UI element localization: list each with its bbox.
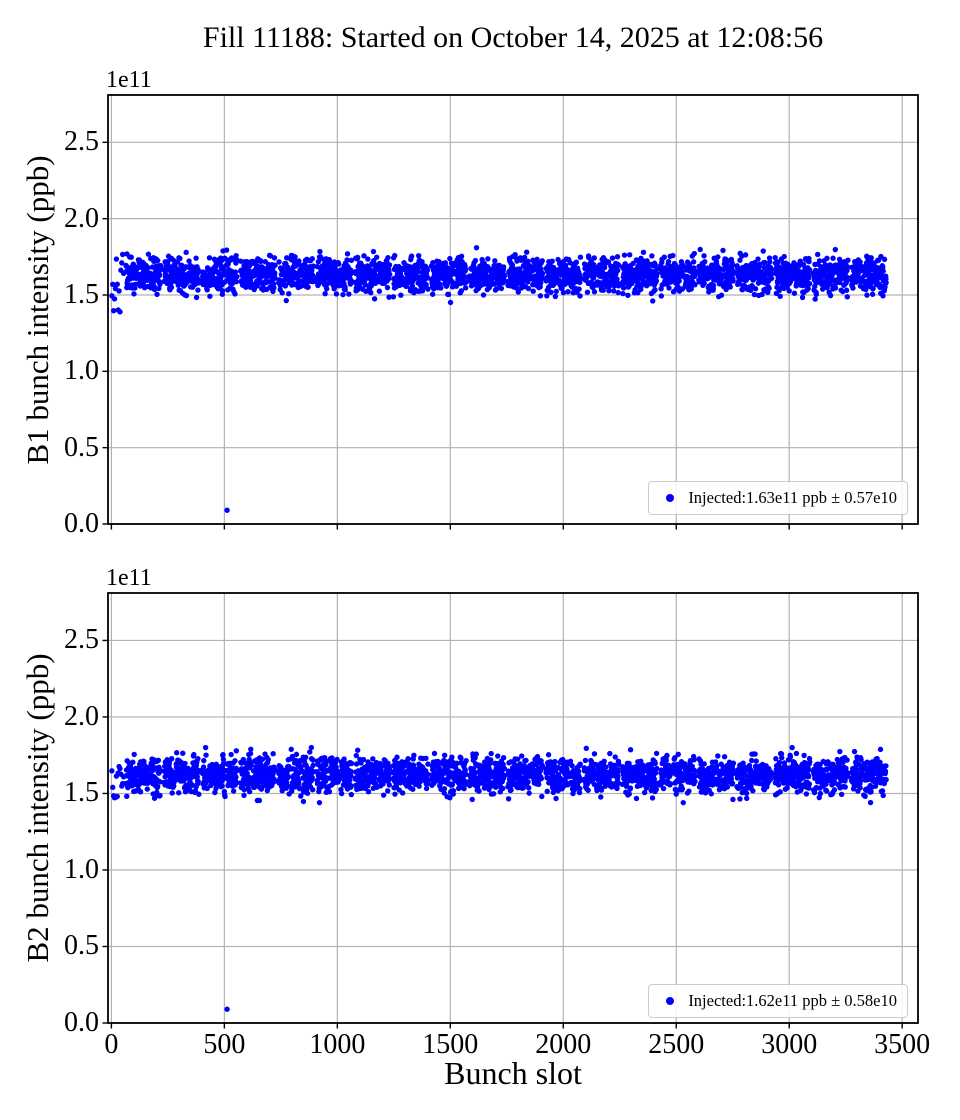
x-tick-label: 1500: [422, 1029, 479, 1060]
x-tick-label: 2500: [648, 1029, 705, 1060]
y-tick-label: 0.5: [64, 431, 99, 463]
y-tick-label: 0.0: [64, 1007, 99, 1038]
y-tick-label: 1.5: [64, 777, 99, 809]
y-tick-label: 2.5: [64, 126, 99, 158]
y-axis-offset-b1: 1e11: [106, 67, 152, 93]
y-axis-label-b2: B2 bunch intensity (ppb): [20, 653, 55, 963]
x-tick-label: 500: [203, 1029, 246, 1060]
figure-title: Fill 11188: Started on October 14, 2025 …: [202, 21, 824, 54]
legend-label-b2: Injected:1.62e11 ppb ± 0.58e10: [688, 991, 897, 1010]
x-tick-label: 2000: [535, 1029, 592, 1060]
legend-marker-icon-b2: [666, 997, 675, 1005]
legend-label-b1: Injected:1.63e11 ppb ± 0.57e10: [688, 488, 897, 507]
y-tick-label: 2.0: [64, 202, 99, 234]
y-tick-label: 0.0: [64, 508, 99, 539]
y-tick-label: 2.5: [64, 624, 99, 656]
x-tick-label: 1000: [309, 1029, 366, 1060]
x-tick-label: 0: [104, 1029, 119, 1060]
x-tick-label: 3000: [761, 1029, 818, 1060]
y-tick-label: 1.0: [64, 355, 99, 387]
y-axis-offset-b2: 1e11: [106, 565, 152, 591]
x-axis-label: Bunch slot: [444, 1055, 582, 1091]
legend-marker-icon-b1: [666, 494, 675, 502]
legend-b1: Injected:1.63e11 ppb ± 0.57e10: [648, 481, 908, 515]
y-tick-label: 2.0: [64, 700, 99, 732]
legend-b2: Injected:1.62e11 ppb ± 0.58e10: [648, 984, 908, 1018]
y-tick-label: 1.5: [64, 278, 99, 310]
y-tick-label: 0.5: [64, 930, 99, 962]
y-tick-label: 1.0: [64, 853, 99, 885]
y-axis-label-b1: B1 bunch intensity (ppb): [20, 155, 55, 465]
x-tick-label: 3500: [874, 1029, 931, 1060]
